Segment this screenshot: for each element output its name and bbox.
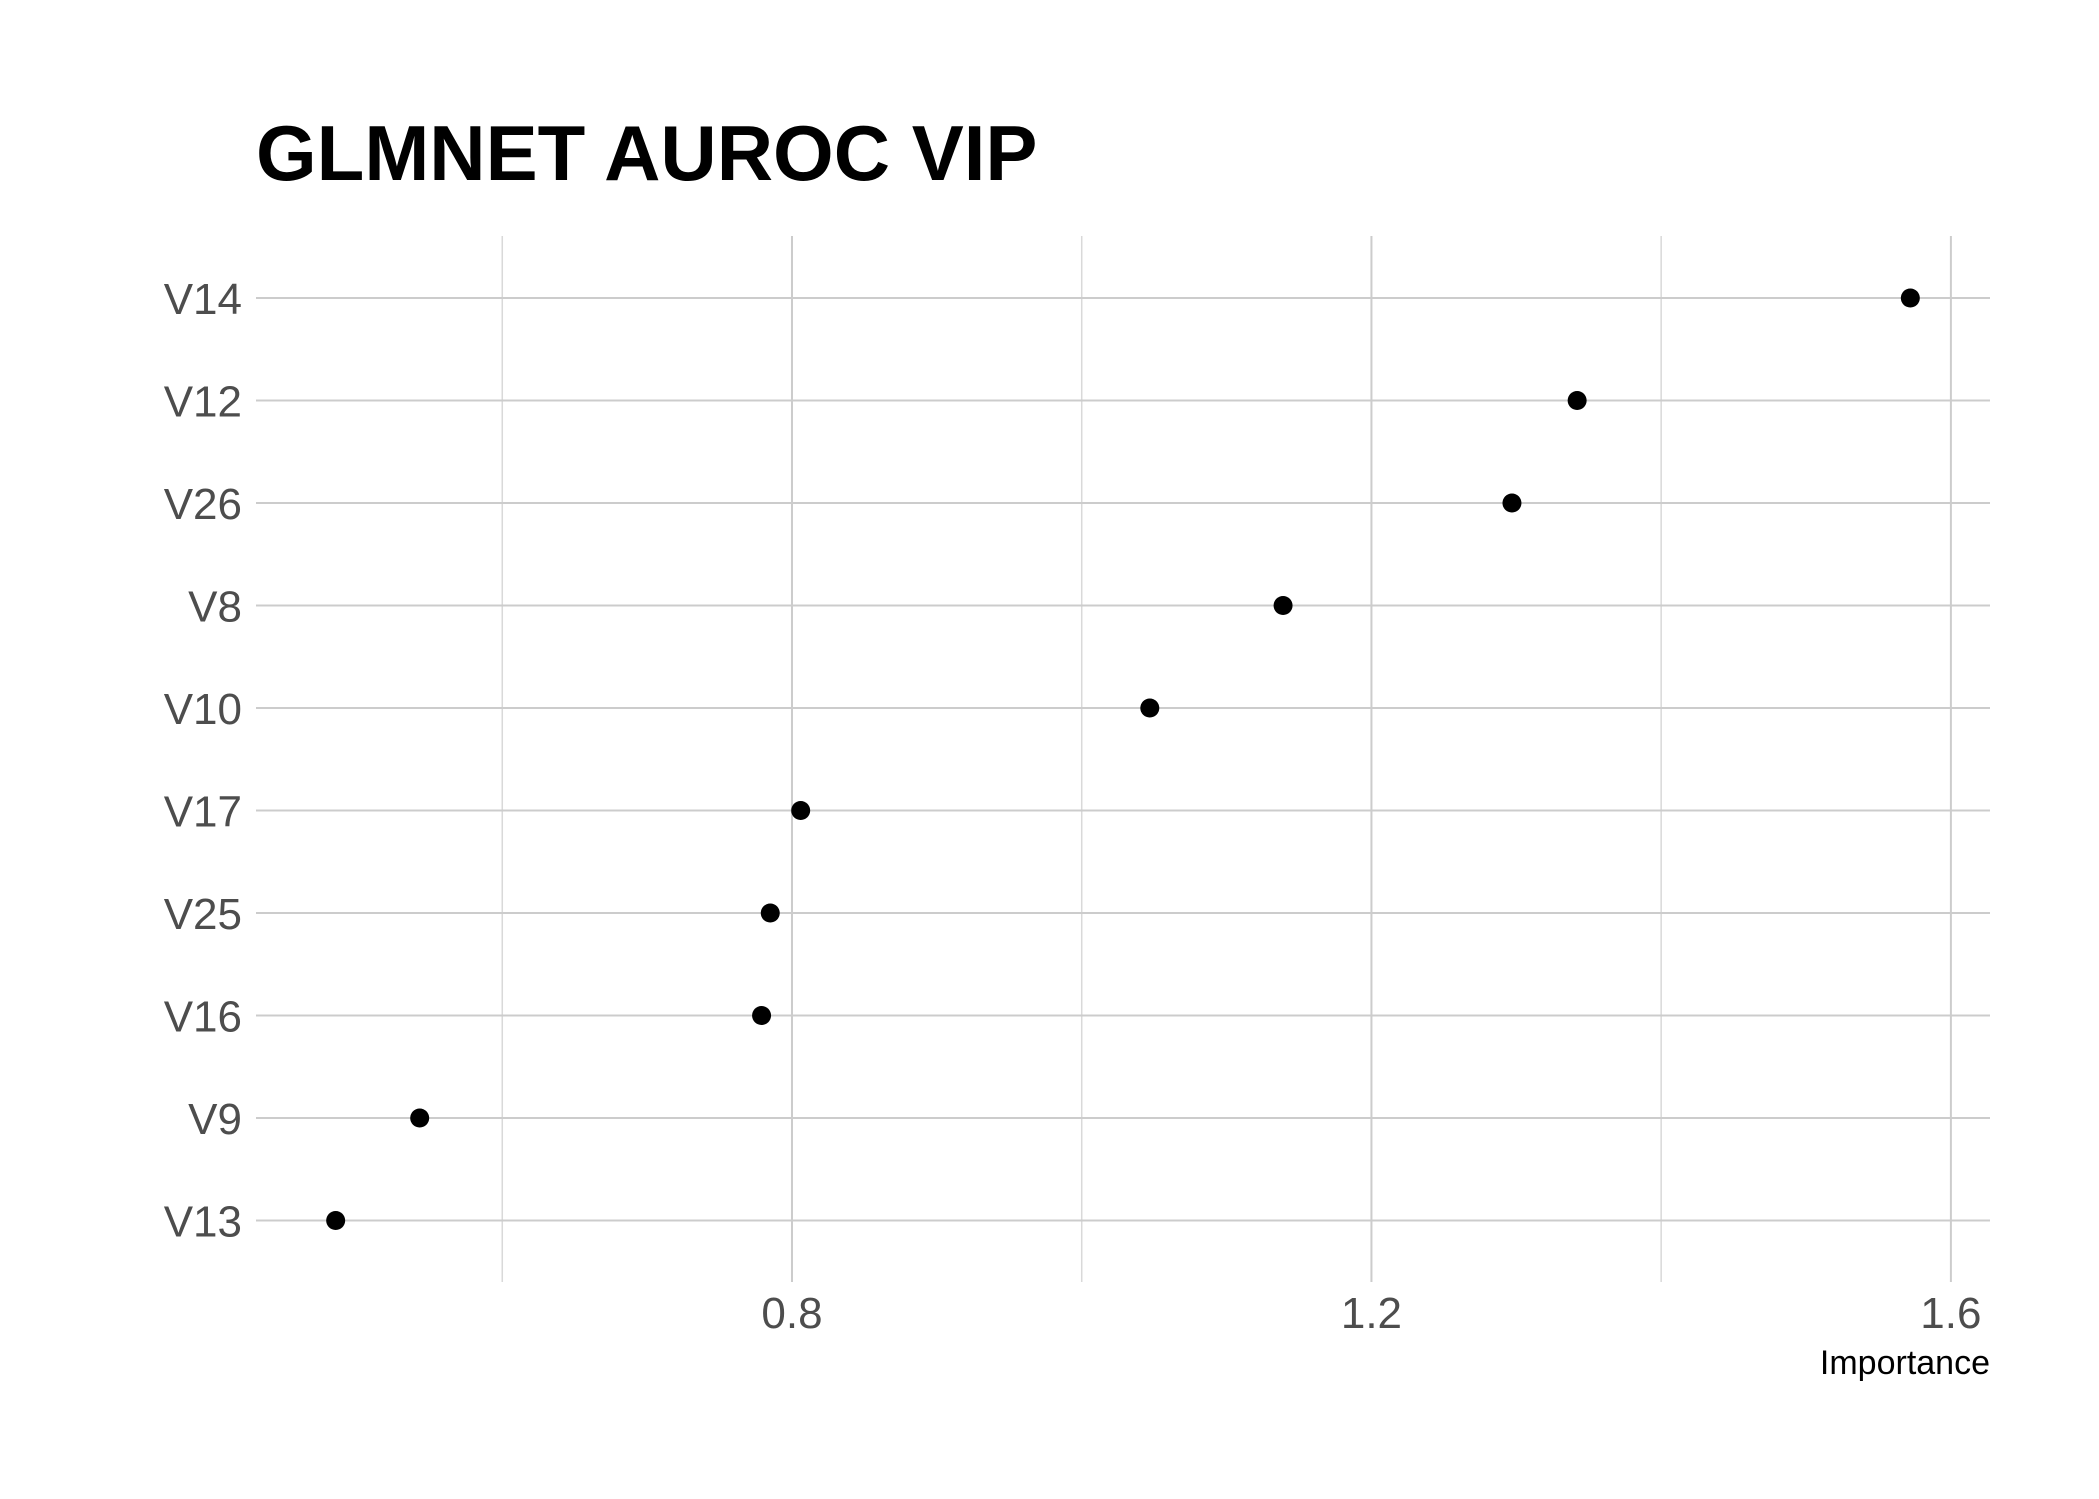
chart-title: GLMNET AUROC VIP [256, 109, 1037, 197]
y-tick-label: V25 [164, 890, 242, 939]
y-tick-label: V14 [164, 275, 242, 324]
y-tick-label: V12 [164, 378, 242, 427]
data-point-v8 [1273, 596, 1293, 615]
x-axis-tick-labels: 0.8 1.2 1.6 [761, 1289, 1981, 1338]
data-points [326, 288, 1920, 1230]
x-tick-label: 1.6 [1920, 1289, 1981, 1338]
y-tick-label: V17 [164, 788, 242, 837]
x-tick-label: 1.2 [1341, 1289, 1402, 1338]
grid-lines [256, 236, 1990, 1282]
data-point-v17 [791, 801, 811, 820]
data-point-v13 [326, 1211, 346, 1230]
y-tick-label: V10 [164, 685, 242, 734]
data-point-v16 [752, 1006, 772, 1025]
x-axis-label: Importance [1820, 1344, 1990, 1382]
data-point-v12 [1567, 391, 1587, 410]
y-tick-label: V26 [164, 480, 242, 529]
data-point-v9 [410, 1108, 430, 1128]
y-axis-tick-labels: V14 V12 V26 V8 V10 V17 V25 V16 V9 V13 [164, 275, 242, 1247]
data-point-v26 [1502, 493, 1522, 513]
data-point-v25 [760, 903, 780, 923]
y-tick-label: V9 [188, 1095, 242, 1144]
x-tick-label: 0.8 [761, 1289, 822, 1338]
data-point-v10 [1140, 698, 1160, 718]
y-tick-label: V8 [188, 583, 242, 632]
y-tick-label: V16 [164, 993, 242, 1042]
y-tick-label: V13 [164, 1198, 242, 1247]
data-point-v14 [1900, 288, 1920, 308]
